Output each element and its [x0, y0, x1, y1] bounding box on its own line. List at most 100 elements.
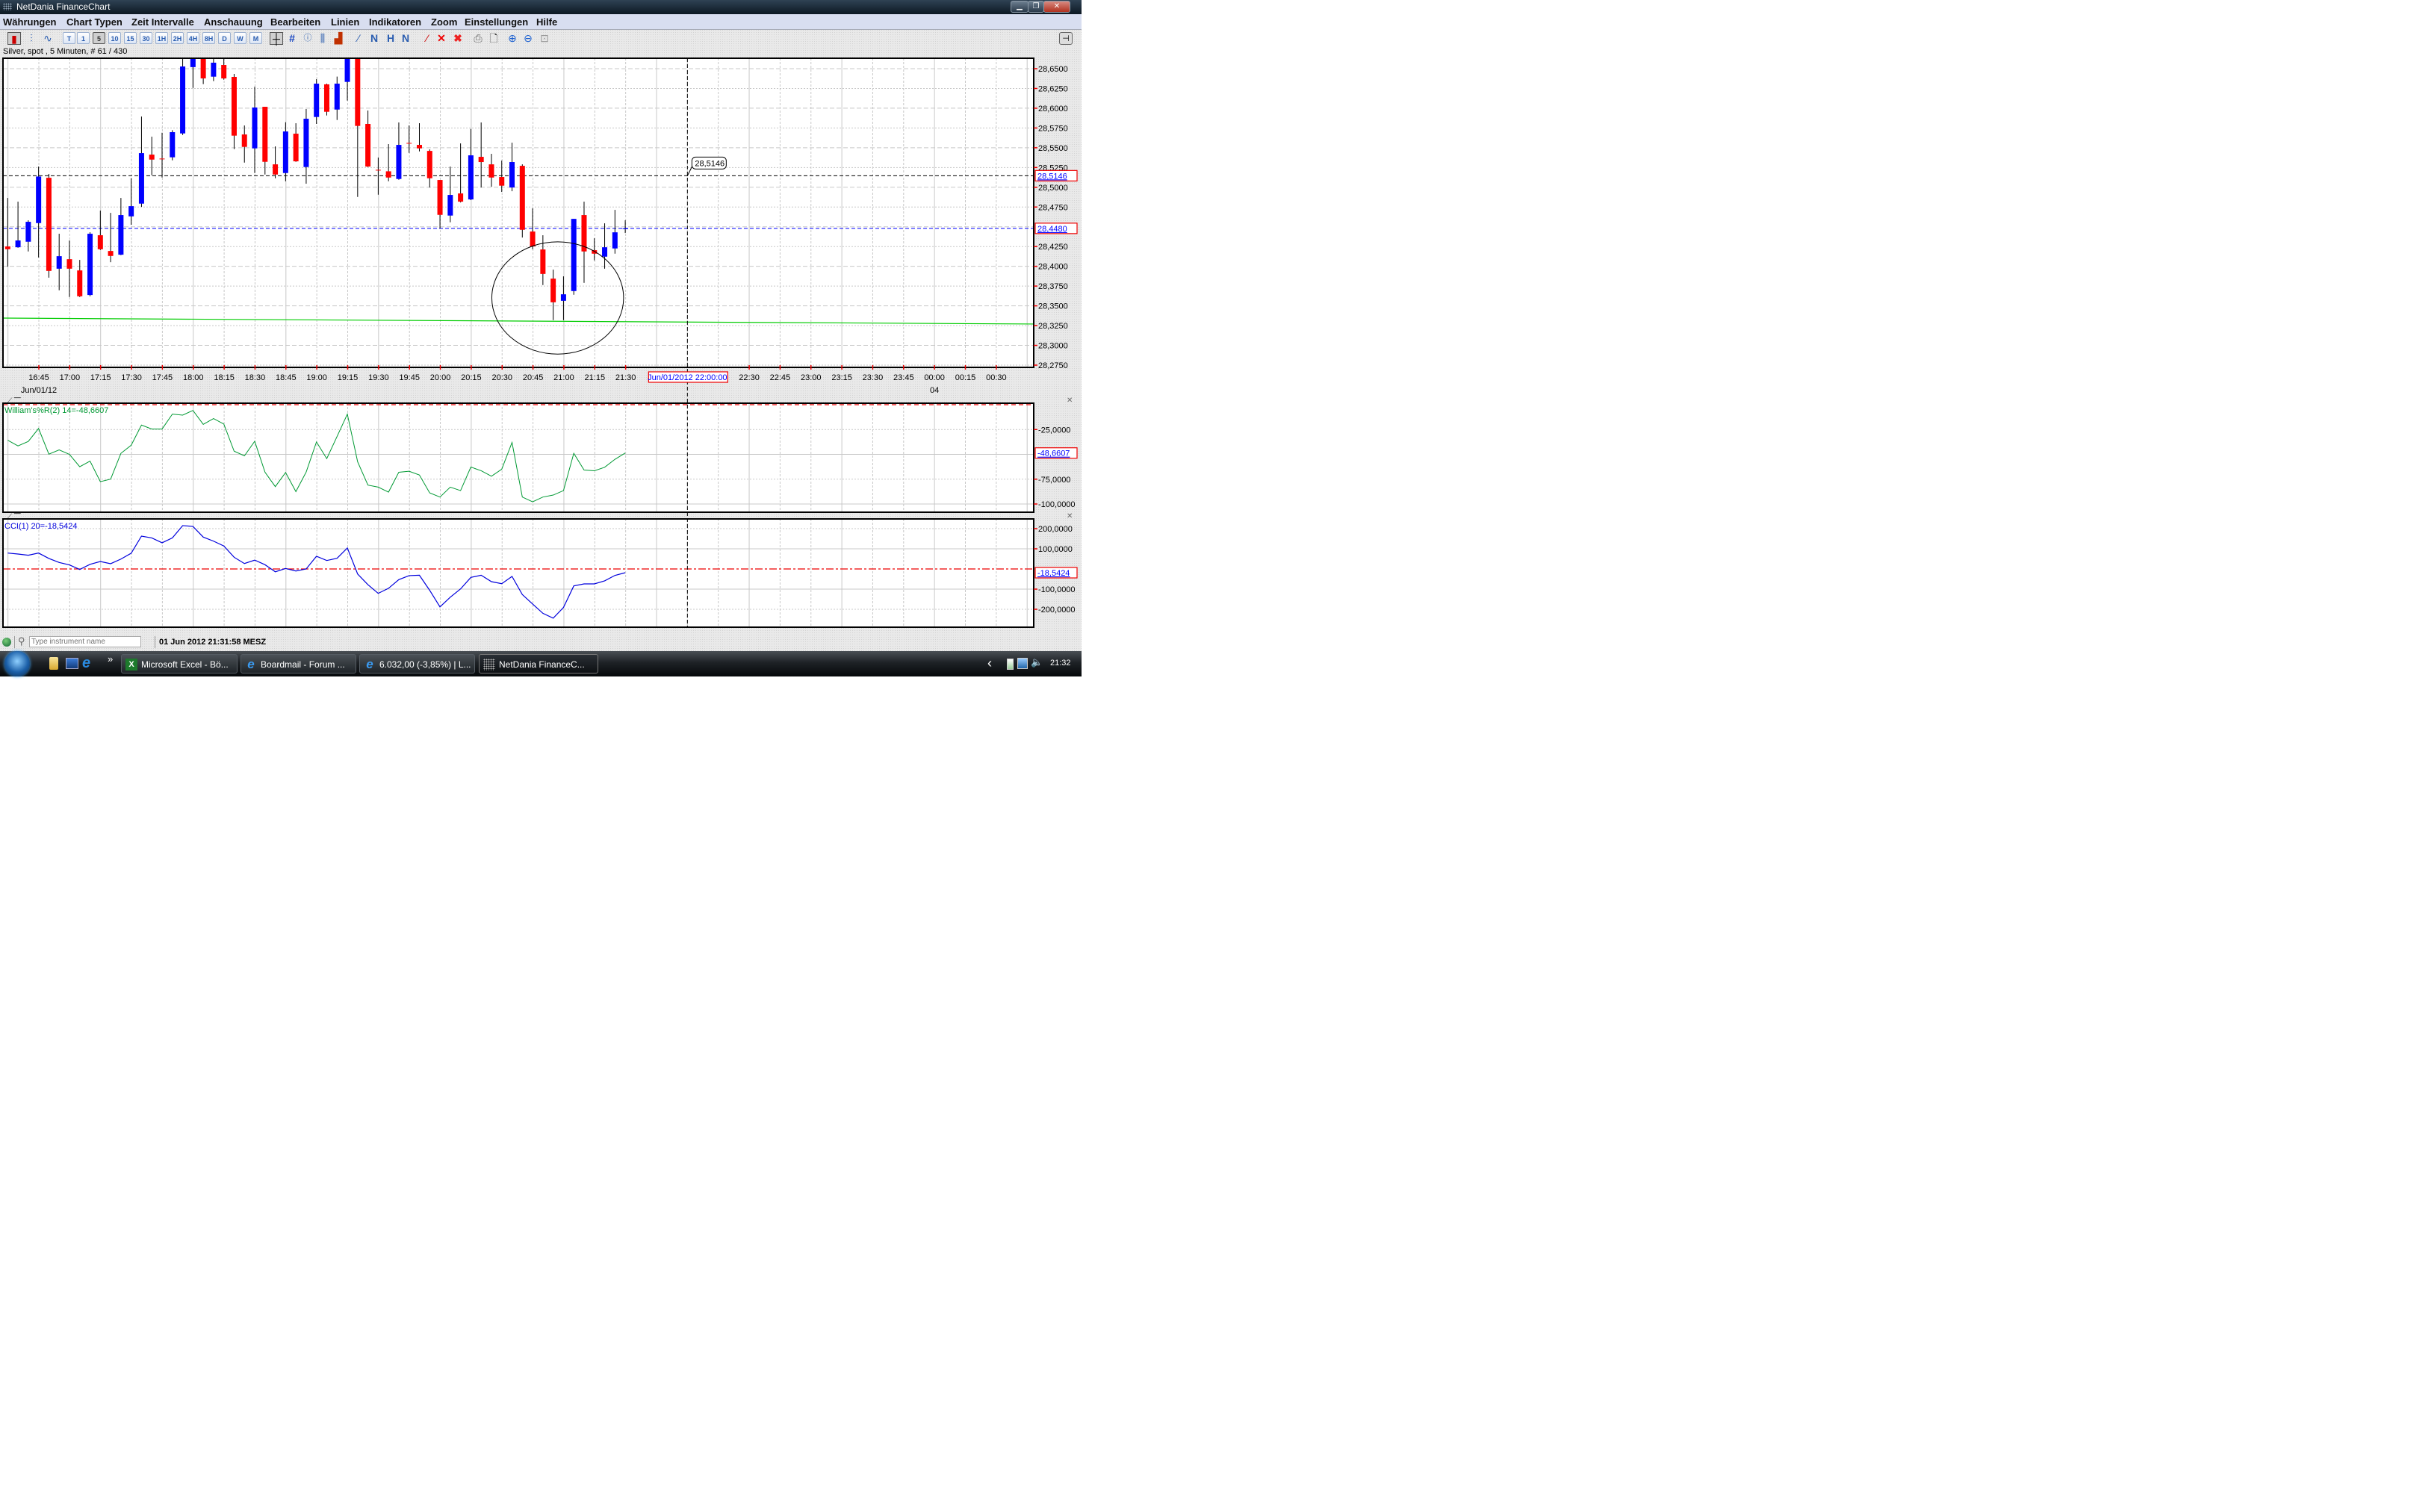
cci-axis-label: 200,0000: [1038, 525, 1073, 534]
candle-body: [509, 162, 515, 188]
interval-button-15[interactable]: 15: [124, 32, 137, 44]
start-button[interactable]: [4, 651, 30, 676]
candle-body: [211, 62, 217, 77]
instrument-search-input[interactable]: [29, 636, 141, 647]
candle-body: [468, 155, 474, 200]
interval-button-1h[interactable]: 1H: [155, 32, 168, 44]
menu-chart-typen[interactable]: Chart Typen: [66, 16, 122, 28]
menu-zeit-intervalle[interactable]: Zeit Intervalle: [131, 16, 194, 28]
print-icon[interactable]: ⎙: [474, 32, 483, 44]
time-axis-label: 00:15: [955, 373, 976, 382]
menu-zoom[interactable]: Zoom: [431, 16, 458, 28]
internet-explorer-icon: e: [247, 657, 255, 671]
close-button[interactable]: ✕: [1043, 1, 1070, 13]
tooltip-pointer: [686, 167, 692, 176]
main-frame: [2, 57, 1034, 368]
candle-body: [592, 250, 598, 254]
candle-body: [118, 215, 124, 255]
taskbar-button[interactable]: e Boardmail - Forum ...: [241, 654, 356, 673]
pin-icon[interactable]: ⊣: [1059, 32, 1073, 45]
candle-body: [282, 131, 288, 173]
menu-hilfe[interactable]: Hilfe: [536, 16, 558, 28]
gann-icon[interactable]: N: [401, 32, 410, 44]
menu-waehrungen[interactable]: Währungen: [3, 16, 57, 28]
interval-button-w[interactable]: W: [234, 32, 246, 44]
line-chart-icon[interactable]: ∿: [43, 32, 52, 44]
taskbar-button[interactable]: X Microsoft Excel - Bö...: [121, 654, 238, 673]
interval-button-t[interactable]: T: [63, 32, 75, 44]
interval-button-1[interactable]: 1: [77, 32, 90, 44]
bar-chart-icon[interactable]: ⫶: [30, 32, 33, 44]
williams-axis-label: -100,0000: [1038, 500, 1076, 509]
interval-button-5[interactable]: 5: [93, 32, 105, 44]
candle-body: [66, 259, 72, 269]
search-icon: ⚲: [18, 635, 25, 647]
interval-button-8h[interactable]: 8H: [202, 32, 215, 44]
print-preview-icon[interactable]: 🗋: [489, 32, 498, 44]
menu-bearbeiten[interactable]: Bearbeiten: [270, 16, 321, 28]
zoom-in-icon[interactable]: ⊕: [508, 32, 517, 44]
delete-icon[interactable]: ✕: [437, 32, 446, 44]
price-axis-label: 28,3250: [1038, 322, 1068, 331]
taskbar-button[interactable]: NetDania FinanceC...: [479, 654, 598, 673]
power-icon[interactable]: [1007, 659, 1014, 670]
crosshair-tooltip: [691, 156, 727, 169]
candle-body: [488, 164, 494, 178]
close-panel-icon[interactable]: ✕: [1067, 396, 1073, 405]
trendline-icon[interactable]: ⁄: [357, 32, 360, 44]
time-axis-label: 17:15: [90, 373, 111, 382]
williams-last-value-label: -48,6607: [1037, 449, 1070, 458]
time-axis-label: 20:15: [461, 373, 482, 382]
interval-button-m[interactable]: M: [249, 32, 262, 44]
crosshair-icon[interactable]: ┼: [270, 32, 283, 45]
edit-panel-icon[interactable]: ⟋ ▔: [7, 396, 21, 404]
price-axis-label: 28,4750: [1038, 203, 1068, 212]
histogram-icon[interactable]: ▟: [334, 32, 343, 44]
folder-icon[interactable]: [49, 657, 58, 670]
zoom-reset-icon[interactable]: ⊡: [540, 32, 549, 44]
minimize-button[interactable]: ▁: [1011, 1, 1028, 13]
show-desktop-icon[interactable]: [66, 658, 78, 669]
channel-icon[interactable]: H: [386, 32, 395, 44]
app-icon: [3, 3, 12, 10]
candle-body: [458, 193, 464, 202]
info-icon[interactable]: ⓘ: [303, 34, 312, 43]
interval-button-4h[interactable]: 4H: [187, 32, 199, 44]
zoom-out-icon[interactable]: ⊖: [524, 32, 533, 44]
delete-all-icon[interactable]: ✖: [453, 32, 462, 44]
close-panel-icon[interactable]: ✕: [1067, 512, 1073, 520]
candle-body: [97, 235, 103, 249]
menu-indikatoren[interactable]: Indikatoren: [369, 16, 422, 28]
taskbar-button-label: Boardmail - Forum ...: [261, 659, 345, 670]
network-icon[interactable]: [1017, 658, 1028, 669]
main-chart-panel: [3, 58, 1034, 367]
chart-area[interactable]: 28,5146 28,6500 28,6250 28,6000 28,5750 28,55…: [0, 0, 1082, 635]
candle-body: [262, 107, 268, 162]
candle-body: [622, 228, 628, 229]
edit-panel-icon[interactable]: ⟋ ▔: [7, 512, 21, 520]
candlestick-icon[interactable]: ▮: [7, 32, 21, 45]
interval-button-10[interactable]: 10: [108, 32, 121, 44]
candle-body: [252, 107, 258, 149]
fibonacci-icon[interactable]: N: [370, 32, 379, 44]
candle-body: [56, 256, 62, 269]
internet-explorer-icon[interactable]: e: [82, 655, 91, 671]
interval-button-d[interactable]: D: [218, 32, 231, 44]
tray-expand-button[interactable]: ‹: [987, 656, 992, 671]
taskbar-button[interactable]: e 6.032,00 (-3,85%) | L...: [359, 654, 475, 673]
volume-icon[interactable]: ⫼: [320, 32, 326, 44]
menu-anschauung[interactable]: Anschauung: [204, 16, 263, 28]
interval-button-30[interactable]: 30: [140, 32, 152, 44]
price-axis-label: 28,4250: [1038, 243, 1068, 252]
time-axis-label: 23:00: [801, 373, 822, 382]
candle-body: [149, 155, 155, 160]
interval-button-2h[interactable]: 2H: [171, 32, 184, 44]
erase-line-icon[interactable]: ⁄: [426, 32, 429, 44]
williams-r-line: [7, 410, 626, 503]
grid-icon[interactable]: #: [289, 32, 295, 44]
volume-icon[interactable]: 🔈: [1031, 656, 1043, 668]
menu-linien[interactable]: Linien: [331, 16, 360, 28]
menu-einstellungen[interactable]: Einstellungen: [465, 16, 529, 28]
clock[interactable]: 21:32: [1050, 659, 1071, 668]
more-quicklaunch-button[interactable]: »: [108, 653, 114, 665]
